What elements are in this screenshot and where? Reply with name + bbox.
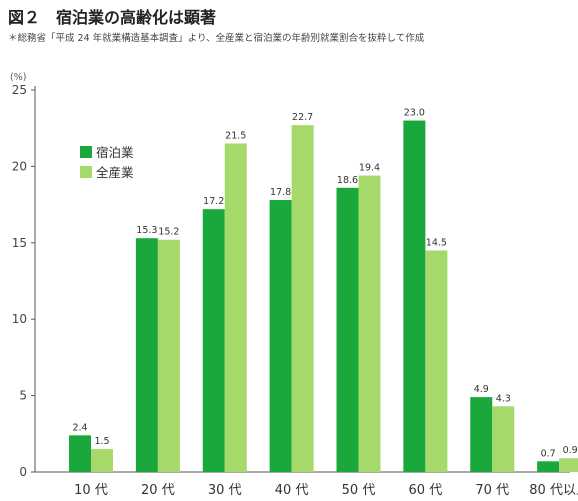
data-label: 14.5	[426, 237, 447, 248]
bar-shukuhaku	[135, 238, 158, 472]
data-label: 21.5	[225, 130, 246, 141]
x-category-label: 60 代	[409, 483, 443, 498]
x-category-label: 30 代	[208, 483, 242, 498]
y-unit-label: (%)	[10, 72, 26, 83]
data-label: 1.5	[94, 436, 109, 447]
bar-shukuhaku	[269, 200, 292, 473]
data-label: 0.7	[541, 448, 556, 459]
bar-zensangyo	[358, 175, 381, 472]
bar-zensangyo	[425, 250, 448, 472]
bar-zensangyo	[224, 143, 247, 473]
bar-shukuhaku	[202, 209, 225, 472]
data-label: 17.8	[270, 187, 291, 198]
y-tick-label: 10	[12, 312, 27, 326]
x-category-label: 80 代以上	[529, 483, 578, 498]
data-label: 4.3	[496, 393, 511, 404]
figure-title: 図２ 宿泊業の高齢化は顕著	[8, 8, 217, 27]
data-label: 15.3	[136, 225, 157, 236]
bar-shukuhaku	[537, 461, 560, 472]
bar-zensangyo	[559, 458, 578, 472]
figure-note: ＊総務省「平成 24 年就業構造基本調査」より、全産業と宿泊業の年齢別就業割合を…	[8, 33, 425, 44]
data-label: 17.2	[203, 196, 224, 207]
data-label: 15.2	[158, 227, 179, 238]
data-label: 22.7	[292, 112, 313, 123]
bar-zensangyo	[91, 449, 113, 472]
bar-shukuhaku	[69, 435, 91, 472]
bar-shukuhaku	[470, 397, 493, 472]
bar-zensangyo	[157, 239, 180, 472]
x-category-label: 50 代	[342, 483, 376, 498]
y-tick-label: 0	[19, 465, 27, 479]
bar-zensangyo	[492, 406, 515, 472]
x-category-label: 20 代	[141, 483, 175, 498]
x-category-label: 70 代	[475, 483, 509, 498]
data-label: 19.4	[359, 163, 380, 174]
legend-label: 宿泊業	[96, 145, 134, 160]
legend-label: 全産業	[96, 165, 134, 180]
legend-swatch	[80, 146, 92, 158]
data-label: 23.0	[404, 108, 425, 119]
data-label: 2.4	[72, 422, 87, 433]
bar-zensangyo	[291, 125, 314, 473]
bar-shukuhaku	[336, 187, 359, 473]
data-label: 0.9	[563, 445, 578, 456]
bar-shukuhaku	[403, 120, 426, 472]
data-label: 18.6	[337, 175, 358, 186]
x-category-label: 40 代	[275, 483, 309, 498]
x-category-label: 10 代	[74, 483, 108, 498]
y-tick-label: 15	[12, 236, 27, 250]
y-tick-label: 20	[12, 159, 27, 173]
data-label: 4.9	[474, 384, 489, 395]
y-tick-label: 25	[12, 83, 27, 97]
legend-swatch	[80, 166, 92, 178]
y-tick-label: 5	[19, 389, 27, 403]
